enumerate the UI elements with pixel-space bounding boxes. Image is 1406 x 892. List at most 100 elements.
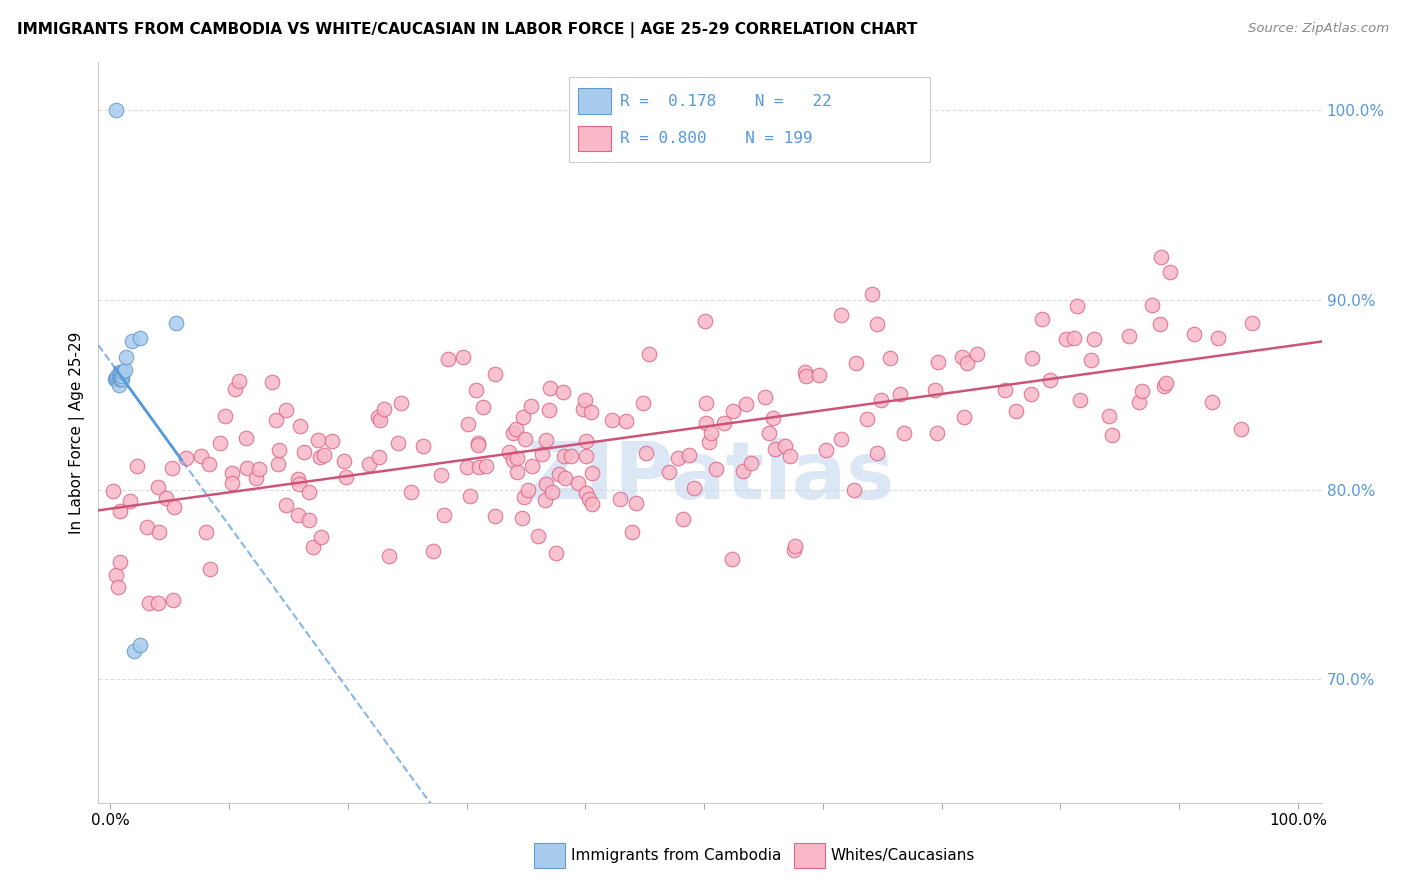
Point [505, 422, 527, 436]
Point [114, 363, 136, 377]
Point [484, 368, 506, 382]
Point [112, 365, 135, 379]
Point [1142, 298, 1164, 312]
Point [209, 435, 232, 450]
Point [104, 372, 127, 386]
Point [267, 458, 290, 472]
Point [108, 365, 131, 379]
Point [433, 508, 456, 522]
Point [830, 432, 852, 446]
Point [700, 426, 723, 441]
Point [367, 410, 389, 425]
Bar [569, 78, 931, 162]
Point [534, 434, 557, 448]
Point [228, 374, 250, 388]
Point [1132, 384, 1154, 398]
Point [110, 372, 132, 386]
Point [1150, 250, 1173, 264]
Point [107, 372, 129, 386]
Point [783, 542, 806, 557]
Point [309, 530, 332, 544]
Point [924, 383, 946, 397]
Point [471, 400, 494, 414]
Point [120, 493, 142, 508]
Point [713, 416, 735, 430]
Point [502, 425, 524, 440]
Point [575, 434, 598, 449]
Point [695, 396, 717, 410]
Point [956, 356, 979, 370]
Point [765, 442, 787, 457]
Point [468, 459, 491, 474]
Point [638, 347, 661, 361]
Point [125, 458, 148, 473]
Point [695, 416, 717, 430]
Point [107, 580, 129, 594]
Point [512, 410, 534, 425]
Point [510, 511, 533, 525]
Point [704, 462, 727, 476]
Point [548, 467, 571, 482]
Point [952, 410, 974, 425]
Point [540, 484, 562, 499]
Point [754, 390, 776, 404]
Point [387, 436, 409, 450]
Point [146, 597, 169, 611]
Point [553, 450, 575, 464]
Point [808, 368, 831, 382]
Point [108, 555, 131, 569]
Point [314, 448, 336, 462]
Point [1063, 331, 1085, 345]
Point [498, 445, 520, 459]
Point [110, 365, 132, 379]
Point [287, 508, 309, 522]
Point [513, 490, 536, 504]
Point [136, 520, 159, 534]
Point [830, 308, 852, 322]
Point [502, 453, 524, 467]
Point [221, 466, 243, 480]
Point [1128, 395, 1150, 409]
Point [1240, 316, 1263, 330]
Point [195, 524, 218, 539]
Point [1080, 352, 1102, 367]
Point [269, 443, 291, 458]
Point [155, 491, 177, 506]
Point [538, 402, 561, 417]
Point [1118, 329, 1140, 343]
Point [224, 382, 246, 396]
Point [513, 432, 536, 446]
Point [879, 351, 901, 365]
Point [889, 387, 911, 401]
Point [457, 417, 479, 431]
Text: R = 0.800    N = 199: R = 0.800 N = 199 [620, 131, 813, 146]
Point [530, 447, 553, 461]
Point [422, 544, 444, 558]
Point [624, 496, 647, 510]
Point [614, 414, 637, 428]
Point [103, 484, 125, 499]
Point [484, 509, 506, 524]
Point [108, 372, 131, 386]
Point [122, 644, 145, 658]
Point [581, 497, 603, 511]
Point [197, 457, 219, 471]
Point [1019, 387, 1042, 401]
Point [288, 418, 311, 433]
Point [465, 383, 488, 397]
Point [1066, 299, 1088, 313]
Point [247, 462, 270, 476]
Point [368, 413, 391, 427]
Point [735, 397, 758, 411]
Text: Immigrants from Cambodia: Immigrants from Cambodia [571, 848, 782, 863]
Point [553, 384, 575, 399]
Bar [578, 126, 610, 152]
Point [927, 425, 949, 440]
Point [723, 404, 745, 418]
Point [1206, 331, 1229, 345]
Point [475, 459, 498, 474]
Point [321, 434, 343, 448]
Point [506, 465, 529, 479]
Point [107, 368, 129, 383]
Point [634, 446, 657, 460]
